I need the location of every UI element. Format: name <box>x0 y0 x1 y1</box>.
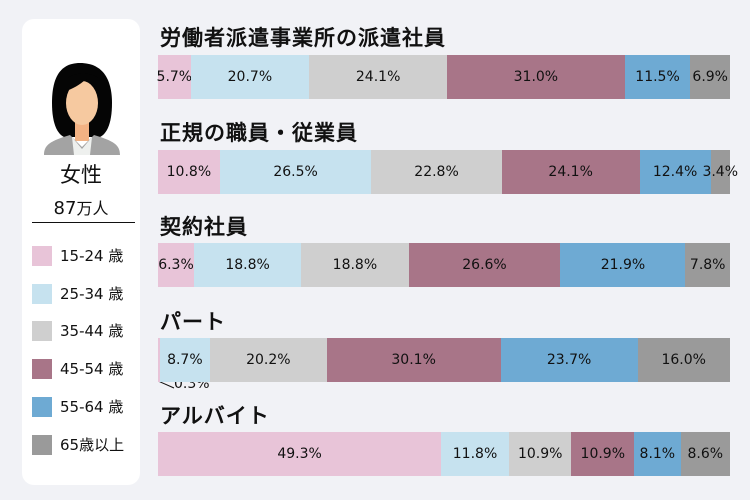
data-label: 23.7% <box>546 352 592 368</box>
legend-label: 15-24 歳 <box>60 247 124 265</box>
bar-segment: 18.8% <box>301 243 409 287</box>
bar-segment: 22.8% <box>371 150 502 194</box>
bar-segment: 6.9% <box>690 55 730 99</box>
legend-item: 25-34 歳 <box>32 283 123 304</box>
category-label: パート <box>160 310 226 334</box>
bar-segment: 8.7% <box>159 338 210 382</box>
bar-segment: 24.1% <box>501 150 640 194</box>
data-label: 16.0% <box>661 352 706 368</box>
legend-item: 35-44 歳 <box>32 320 123 341</box>
bar-segment: 26.5% <box>219 150 372 194</box>
bar-segment: 7.8% <box>685 243 730 287</box>
bar-segment: 10.9% <box>571 432 635 476</box>
data-label: 7.8% <box>689 257 726 273</box>
bar-segment: 8.6% <box>680 432 730 476</box>
callout-line <box>158 380 175 389</box>
data-label: 20.7% <box>227 69 273 85</box>
woman-avatar-icon <box>44 63 120 155</box>
legend-item: 45-54 歳 <box>32 358 123 379</box>
bar-segment: 24.1% <box>309 55 448 99</box>
stacked-bar: 5.7% 20.7% 24.1% 31.0% 11.5% 6.9% <box>156 55 730 99</box>
data-label: 20.2% <box>246 352 291 368</box>
legend-item: 15-24 歳 <box>32 245 123 266</box>
data-label: 8.6% <box>687 446 724 462</box>
bar-segment: 10.9% <box>508 432 572 476</box>
gender-label: 女性 <box>60 163 102 187</box>
data-label: 12.4% <box>652 164 698 180</box>
bar-segment: 30.1% <box>326 338 501 382</box>
legend-item: 65歳以上 <box>32 434 124 455</box>
data-label: 10.9% <box>517 446 563 462</box>
data-label: 3.4% <box>702 164 739 180</box>
data-label: 6.9% <box>692 69 728 85</box>
bar-segment: 18.8% <box>193 243 302 287</box>
data-label: 18.8% <box>332 257 378 273</box>
bar-segment: 12.4% <box>639 150 711 194</box>
stacked-bar: 49.3% 11.8% 10.9% 10.9% 8.1% 8.6% <box>158 432 730 476</box>
data-label: 10.8% <box>166 164 212 180</box>
count-value: 87 <box>53 198 77 219</box>
bar-segment: 5.7% <box>156 55 193 99</box>
stacked-bar: 6.3% 18.8% 18.8% 26.6% 21.9% 7.8% <box>158 243 730 287</box>
bar-segment: 23.7% <box>500 338 638 382</box>
legend-swatch <box>32 245 52 266</box>
legend-label: 45-54 歳 <box>60 360 124 378</box>
data-label: 6.3% <box>158 257 194 273</box>
category-label: 契約社員 <box>160 215 248 239</box>
bar-segment: 3.4% <box>702 150 738 194</box>
category-label: アルバイト <box>160 404 270 428</box>
bar-segment: 49.3% <box>158 432 442 476</box>
bar-segment: 10.8% <box>158 150 220 194</box>
bar-segment: 11.8% <box>441 432 509 476</box>
legend-swatch <box>32 396 52 417</box>
legend-swatch <box>32 283 52 304</box>
data-label: 26.6% <box>462 257 507 273</box>
stacked-bar: 8.7% 20.2% 30.1% 23.7% 16.0% <box>158 338 730 382</box>
data-label: 31.0% <box>513 69 559 85</box>
data-label: 21.9% <box>600 257 646 273</box>
bar-segment: 16.0% <box>637 338 730 382</box>
legend-label: 65歳以上 <box>60 436 125 454</box>
data-label: 24.1% <box>548 164 593 180</box>
bar-segment <box>158 338 160 382</box>
bar-segment: 20.7% <box>190 55 310 99</box>
data-label: 30.1% <box>391 352 436 368</box>
data-label: 11.5% <box>635 69 680 85</box>
category-label: 労働者派遣事業所の派遣社員 <box>160 26 446 50</box>
bar-segment: 8.1% <box>634 432 681 476</box>
legend-swatch <box>32 320 52 341</box>
legend-item: 55-64 歳 <box>32 396 123 417</box>
bar-segment: 31.0% <box>447 55 625 99</box>
bar-segment: 20.2% <box>209 338 327 382</box>
legend-swatch <box>32 358 52 379</box>
data-label: 8.7% <box>167 352 203 368</box>
bar-segment: 21.9% <box>560 243 686 287</box>
data-label: 8.1% <box>639 446 676 462</box>
legend-label: 35-44 歳 <box>60 322 124 340</box>
category-label: 正規の職員・従業員 <box>160 121 358 145</box>
data-label: 11.8% <box>452 446 498 462</box>
data-label: 26.5% <box>273 164 318 180</box>
data-label: 18.8% <box>225 257 270 273</box>
bar-segment: 26.6% <box>408 243 561 287</box>
data-label: 22.8% <box>414 164 459 180</box>
legend-swatch <box>32 434 52 455</box>
divider <box>32 222 135 223</box>
data-label: 10.9% <box>580 446 626 462</box>
count-unit: 万人 <box>76 199 109 218</box>
population-count: 87万人 <box>22 195 140 219</box>
stacked-bar: 10.8% 26.5% 22.8% 24.1% 12.4% 3.4% <box>158 150 738 194</box>
legend-label: 55-64 歳 <box>60 398 124 416</box>
data-label: 5.7% <box>156 69 193 85</box>
bar-segment: 11.5% <box>624 55 691 99</box>
legend-card: 女性 87万人 15-24 歳 25-34 歳 35-44 歳 45-54 歳 55-6… <box>22 19 140 485</box>
legend-label: 25-34 歳 <box>60 285 124 303</box>
bar-segment: 6.3% <box>158 243 194 287</box>
data-label: 24.1% <box>355 69 401 85</box>
data-label: 49.3% <box>277 446 322 462</box>
